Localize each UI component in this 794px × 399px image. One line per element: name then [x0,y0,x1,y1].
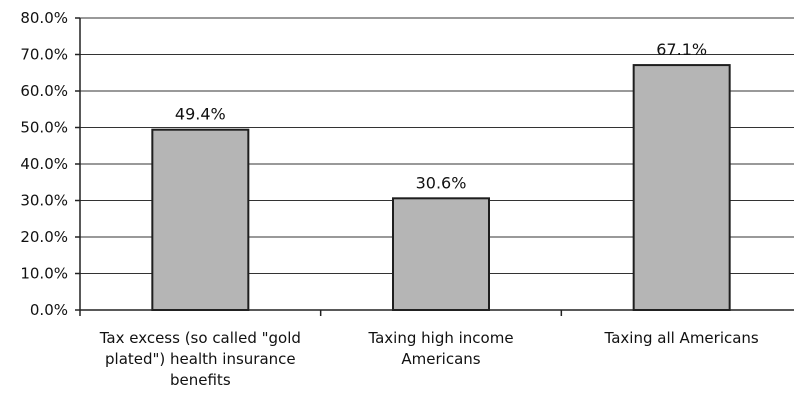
x-axis-category-labels: Tax excess (so called "gold plated") heal… [99,329,759,389]
y-tick-label: 20.0% [20,228,68,246]
data-label: 49.4% [175,105,226,124]
category-label-line: Taxing high income [367,329,513,347]
y-axis-tick-labels: 0.0% 10.0% 20.0% 30.0% 40.0% 50.0% 60.0% 70.0% 8… [20,9,68,319]
category-label: Taxing high income Americans [367,329,513,368]
category-label-line: Taxing all Americans [604,329,759,347]
y-tick-label: 10.0% [20,265,68,283]
category-label-line: benefits [170,371,231,389]
category-label-line: Americans [401,350,480,368]
category-label-line: Tax excess (so called "gold [99,329,301,347]
y-tick-label: 60.0% [20,82,68,100]
data-label: 67.1% [656,40,707,59]
y-tick-label: 30.0% [20,192,68,210]
y-tick-label: 50.0% [20,119,68,137]
bar [392,197,490,311]
y-tick-label: 70.0% [20,46,68,64]
category-label: Taxing all Americans [604,329,759,347]
y-tick-label: 40.0% [20,155,68,173]
category-label-line: plated") health insurance [105,350,296,368]
category-label: Tax excess (so called "gold plated") heal… [99,329,301,389]
y-tick-label: 0.0% [30,301,68,319]
data-labels: 49.4% 30.6% 67.1% [175,40,707,192]
bars [151,64,731,311]
bar [151,128,250,311]
bar [632,64,731,311]
axes [75,17,794,316]
data-label: 30.6% [416,173,467,192]
y-tick-label: 80.0% [20,9,68,27]
